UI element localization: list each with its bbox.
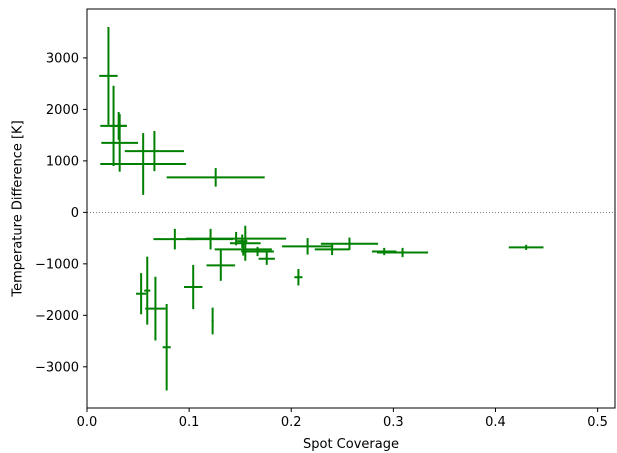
- plot-area-frame: [86, 8, 616, 409]
- y-tick-label: 3000: [46, 51, 79, 66]
- y-tick-label: −2000: [35, 309, 79, 324]
- data-point: [166, 168, 265, 187]
- data-point: [320, 237, 379, 250]
- data-point: [184, 264, 203, 310]
- data-point: [124, 131, 185, 172]
- y-tick-label: 2000: [46, 103, 79, 118]
- data-point: [110, 111, 127, 140]
- x-tick-label: 0.4: [485, 415, 506, 430]
- data-point: [377, 247, 429, 258]
- x-tick-label: 0.5: [587, 415, 608, 430]
- data-point: [294, 268, 303, 286]
- y-tick-label: 0: [71, 206, 79, 221]
- x-tick-label: 0.0: [77, 415, 98, 430]
- data-point: [99, 27, 118, 125]
- data-point: [136, 273, 147, 315]
- data-point: [371, 247, 397, 256]
- y-axis-label: Temperature Difference [K]: [11, 120, 26, 297]
- data-point: [145, 276, 166, 341]
- x-tick-label: 0.2: [281, 415, 302, 430]
- x-axis-ticks: 0.0 0.1 0.2 0.3 0.4 0.5: [77, 408, 608, 430]
- data-point: [214, 243, 272, 256]
- y-tick-label: −3000: [35, 360, 79, 375]
- data-point: [206, 249, 236, 281]
- y-tick-label: 1000: [46, 154, 79, 169]
- data-point: [229, 225, 261, 261]
- x-axis-label: Spot Coverage: [303, 437, 399, 452]
- y-tick-label: −1000: [35, 257, 79, 272]
- data-point: [211, 307, 214, 335]
- data-point: [101, 114, 139, 172]
- data-point: [188, 228, 234, 250]
- data-point: [314, 243, 350, 256]
- data-points-layer: [99, 27, 544, 391]
- data-point: [241, 246, 274, 257]
- data-point: [258, 252, 275, 265]
- data-point: [508, 244, 544, 250]
- data-point: [100, 133, 187, 195]
- y-axis-ticks: −3000 −2000 −1000 0 1000 2000 3000: [35, 51, 87, 375]
- data-point: [162, 304, 171, 391]
- x-tick-label: 0.3: [383, 415, 404, 430]
- data-point: [144, 256, 151, 325]
- data-point: [282, 238, 334, 255]
- x-tick-label: 0.1: [179, 415, 200, 430]
